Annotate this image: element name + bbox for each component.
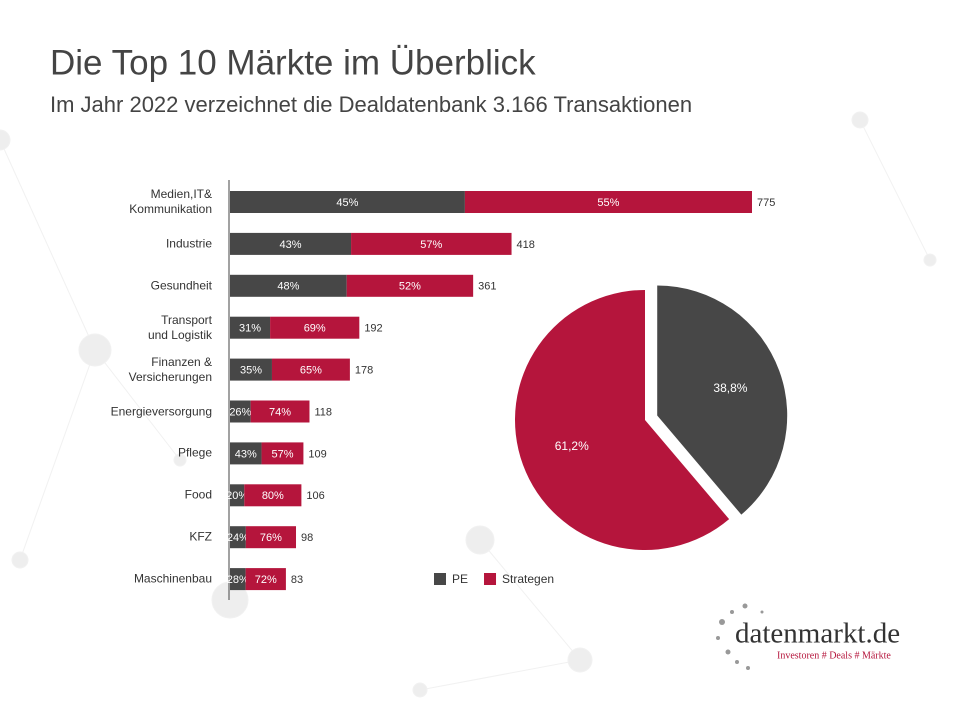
subtitle: Im Jahr 2022 verzeichnet die Dealdatenba…	[50, 92, 692, 117]
pie-slice	[515, 290, 730, 550]
segment-label: 45%	[336, 197, 358, 209]
total-label: 192	[364, 323, 382, 335]
bar-segment	[230, 484, 245, 507]
bar-segment	[230, 442, 262, 465]
segment-label: 57%	[271, 448, 293, 460]
category-label: Food	[184, 487, 212, 502]
logo: datenmarkt.de Investoren # Deals # Märkt…	[716, 603, 900, 670]
total-label: 118	[314, 406, 332, 418]
segment-label: 74%	[269, 406, 291, 418]
segment-label: 43%	[280, 239, 302, 251]
total-label: 361	[478, 281, 496, 293]
segment-label: 35%	[240, 365, 262, 377]
total-label: 98	[301, 532, 313, 544]
total-label: 418	[517, 239, 535, 251]
pie-label: 61,2%	[555, 439, 589, 453]
bar-segment	[230, 316, 271, 339]
bar-segment	[230, 232, 352, 255]
bar-segment	[230, 191, 465, 213]
segment-label: 65%	[300, 365, 322, 377]
category-label: Gesundheit	[150, 278, 212, 293]
bar-segment	[270, 316, 360, 339]
segment-label: 76%	[260, 532, 282, 544]
category-label: Energieversorgung	[110, 404, 212, 418]
bar-segment	[245, 526, 297, 549]
category-label: Medien,IT& Kommunikation	[129, 187, 212, 216]
total-label: 106	[306, 490, 324, 502]
bar-segment	[230, 526, 246, 549]
segment-label: 31%	[239, 323, 261, 335]
segment-label: 57%	[420, 239, 442, 251]
category-label: Finanzen & Versicherungen	[128, 354, 212, 384]
total-label: 83	[291, 574, 303, 586]
bar-segment	[351, 232, 512, 255]
title: Die Top 10 Märkte im Überblick	[50, 43, 536, 82]
category-label: Transport und Logistik	[147, 312, 212, 342]
segment-label: 28%	[227, 574, 249, 586]
legend-swatch	[434, 573, 446, 585]
total-label: 109	[308, 448, 326, 460]
bar-segment	[230, 358, 272, 381]
bar-segment	[261, 442, 304, 465]
segment-label: 52%	[399, 281, 421, 293]
segment-label: 69%	[304, 323, 326, 335]
bar-segment	[245, 568, 286, 591]
segment-label: 43%	[235, 448, 257, 460]
bar-segment	[230, 274, 347, 297]
segment-label: 80%	[262, 490, 284, 502]
bar-segment	[271, 358, 350, 381]
segment-label: 55%	[597, 197, 619, 209]
bar-segment	[346, 274, 474, 297]
category-label: Industrie	[165, 236, 212, 251]
total-label: 775	[757, 197, 775, 209]
segment-label: 20%	[226, 490, 248, 502]
category-label: Pflege	[177, 445, 212, 460]
segment-label: 72%	[255, 574, 277, 586]
logo-tagline: Investoren # Deals # Märkte	[777, 650, 891, 661]
segment-label: 48%	[277, 281, 299, 293]
background-network	[0, 111, 937, 698]
segment-label: 26%	[229, 406, 251, 418]
bar-segment	[464, 191, 752, 213]
segment-label: 24%	[227, 532, 249, 544]
category-label: Maschinenbau	[133, 571, 212, 586]
legend-swatch	[484, 573, 497, 585]
legend-label: PE	[452, 572, 468, 586]
bar-segment	[250, 400, 310, 423]
pie-slice	[657, 285, 788, 515]
category-label: KFZ	[189, 529, 212, 544]
legend-label: Strategen	[502, 572, 554, 586]
pie-label: 38,8%	[713, 381, 747, 395]
bar-segment	[230, 400, 251, 423]
logo-name: datenmarkt.de	[735, 618, 900, 650]
bar-segment	[244, 484, 302, 507]
bar-segment	[230, 568, 246, 591]
total-label: 178	[355, 365, 373, 377]
